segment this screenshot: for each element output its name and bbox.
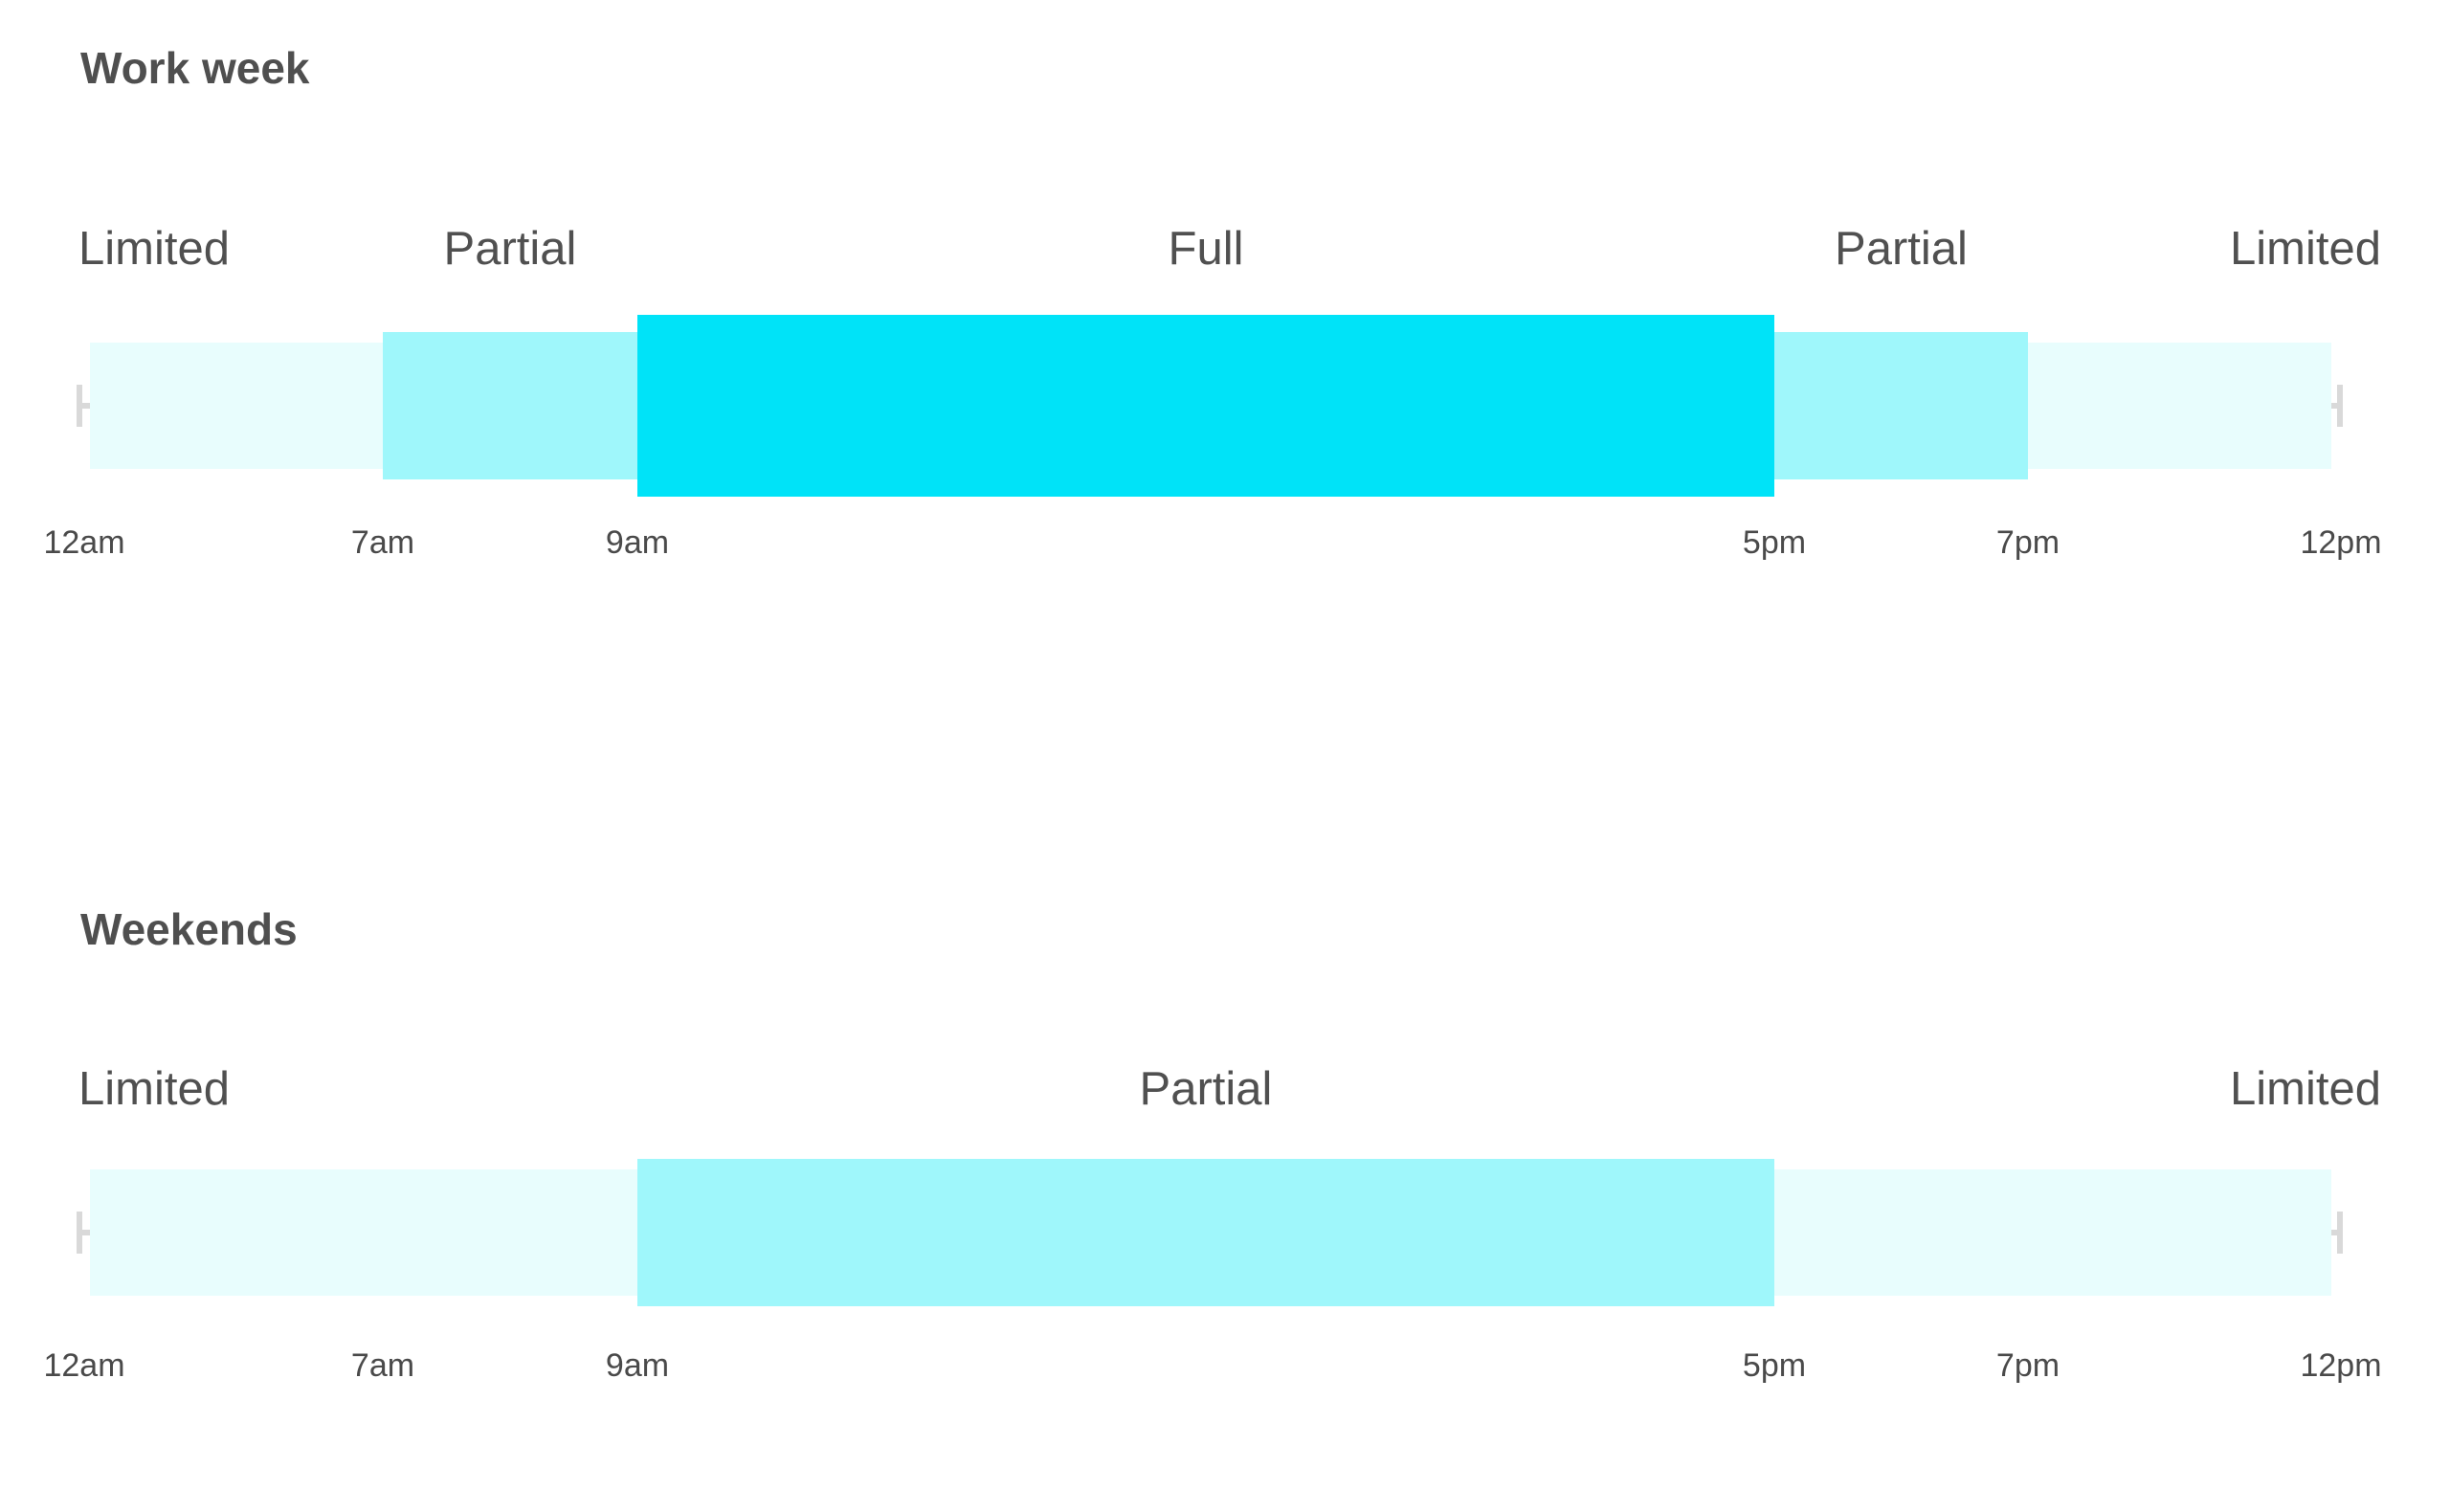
availability-bar-partial — [1774, 332, 2028, 479]
zone-label-limited: Limited — [2230, 223, 2381, 275]
zone-label-limited: Limited — [78, 223, 230, 275]
availability-bar-limited — [90, 1169, 637, 1296]
time-tick-label: 5pm — [1742, 524, 1807, 561]
availability-bar-partial — [383, 332, 637, 479]
availability-bar-limited — [1774, 1169, 2331, 1296]
weekends-timeline: Limited Partial Limited 12am 7am 9am 5pm 7pm 12p… — [0, 842, 2450, 1512]
timeline-end-cap — [2329, 1212, 2343, 1254]
zone-label-full: Full — [1168, 223, 1244, 275]
availability-bar-limited — [2028, 343, 2331, 469]
time-tick-label: 7pm — [1995, 524, 2060, 561]
weekends-title: Weekends — [80, 904, 298, 954]
work-week-timeline: Limited Partial Full Partial Limited 12am 7am 9… — [0, 0, 2450, 670]
timeline-start-cap — [77, 385, 90, 427]
work-week-title: Work week — [80, 43, 310, 93]
zone-label-limited: Limited — [2230, 1063, 2381, 1115]
time-tick-label: 9am — [605, 524, 670, 561]
zone-label-partial: Partial — [1835, 223, 1968, 275]
availability-bar-limited — [90, 343, 383, 469]
time-tick-label: 7pm — [1995, 1347, 2060, 1384]
time-tick-label: 12am — [43, 1347, 125, 1384]
time-tick-label: 12am — [43, 524, 125, 561]
time-tick-label: 7am — [350, 524, 415, 561]
time-tick-label: 9am — [605, 1347, 670, 1384]
time-tick-label: 12pm — [2300, 1347, 2382, 1384]
zone-label-partial: Partial — [1139, 1063, 1273, 1115]
availability-bar-partial — [637, 1159, 1774, 1306]
time-tick-label: 7am — [350, 1347, 415, 1384]
availability-bar-full — [637, 315, 1774, 497]
timeline-start-cap — [77, 1212, 90, 1254]
time-tick-label: 5pm — [1742, 1347, 1807, 1384]
timeline-end-cap — [2329, 385, 2343, 427]
zone-label-partial: Partial — [443, 223, 577, 275]
time-tick-label: 12pm — [2300, 524, 2382, 561]
zone-label-limited: Limited — [78, 1063, 230, 1115]
